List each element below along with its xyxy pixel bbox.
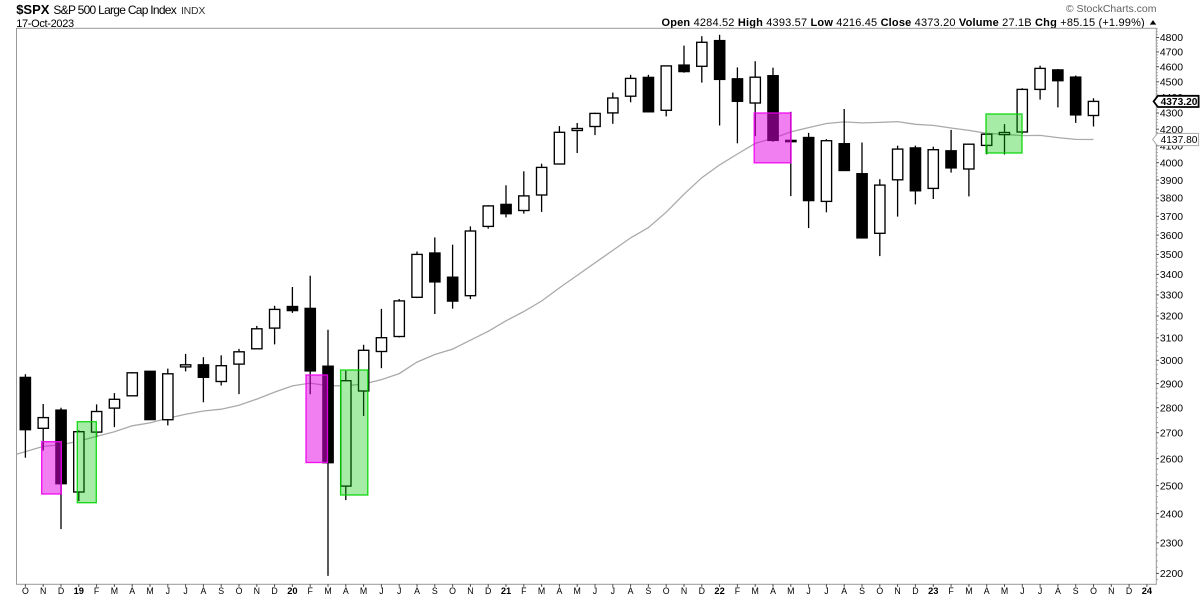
svg-text:A: A [984,586,990,596]
svg-text:S: S [432,586,438,596]
svg-text:J: J [1038,586,1042,596]
svg-text:S: S [218,586,224,596]
svg-text:21: 21 [501,586,511,596]
svg-text:20: 20 [287,586,297,596]
svg-text:D: D [271,586,277,596]
svg-text:M: M [965,586,972,596]
svg-text:2500: 2500 [1160,481,1183,492]
svg-text:A: A [770,586,776,596]
svg-text:3700: 3700 [1160,212,1183,223]
svg-text:J: J [166,586,170,596]
svg-text:J: J [183,586,187,596]
svg-text:3300: 3300 [1160,291,1183,302]
svg-text:2300: 2300 [1160,539,1183,550]
svg-text:M: M [1001,586,1008,596]
svg-text:J: J [379,586,383,596]
svg-text:24: 24 [1142,586,1153,596]
svg-text:N: N [894,586,900,596]
svg-text:INDX: INDX [181,5,205,17]
svg-text:4100: 4100 [1160,142,1183,153]
svg-text:J: J [806,586,810,596]
svg-text:A: A [1055,586,1061,596]
svg-text:M: M [324,586,331,596]
svg-text:O: O [449,586,456,596]
svg-text:A: A [414,586,420,596]
svg-text:4137.80: 4137.80 [1161,135,1198,146]
svg-text:3200: 3200 [1160,312,1183,323]
svg-text:J: J [824,586,828,596]
svg-text:J: J [1020,586,1024,596]
svg-text:D: D [912,586,918,596]
svg-text:A: A [200,586,206,596]
svg-text:J: J [593,586,597,596]
svg-text:2600: 2600 [1160,454,1183,465]
svg-text:N: N [40,586,46,596]
svg-text:S&P 500 Large Cap Index: S&P 500 Large Cap Index [53,3,176,17]
svg-text:M: M [360,586,367,596]
svg-text:F: F [735,586,741,596]
svg-text:F: F [521,586,527,596]
svg-text:O: O [236,586,243,596]
svg-text:A: A [841,586,847,596]
svg-text:J: J [397,586,401,596]
svg-text:19: 19 [74,586,84,596]
svg-text:F: F [948,586,954,596]
svg-text:17-Oct-2023: 17-Oct-2023 [16,18,74,30]
svg-text:A: A [343,586,349,596]
svg-text:S: S [1073,586,1079,596]
svg-text:F: F [94,586,100,596]
svg-text:3600: 3600 [1160,231,1183,242]
svg-text:S: S [645,586,651,596]
svg-text:4600: 4600 [1160,62,1183,73]
svg-text:4300: 4300 [1160,109,1183,120]
svg-text:3900: 3900 [1160,176,1183,187]
svg-text:3000: 3000 [1160,356,1183,367]
svg-text:23: 23 [928,586,938,596]
svg-text:22: 22 [714,586,724,596]
svg-text:3400: 3400 [1160,270,1183,281]
svg-text:© StockCharts.com: © StockCharts.com [1066,3,1157,15]
svg-text:4800: 4800 [1160,33,1183,44]
svg-text:4700: 4700 [1160,48,1183,59]
svg-text:4500: 4500 [1160,78,1183,89]
svg-text:2800: 2800 [1160,403,1183,414]
svg-text:2700: 2700 [1160,428,1183,439]
svg-text:N: N [681,586,687,596]
svg-text:3100: 3100 [1160,334,1183,345]
svg-text:3500: 3500 [1160,250,1183,261]
svg-text:A: A [129,586,135,596]
svg-text:M: M [787,586,794,596]
svg-text:A: A [628,586,634,596]
svg-text:O: O [663,586,670,596]
svg-text:2400: 2400 [1160,509,1183,520]
svg-text:D: D [1126,586,1132,596]
svg-text:4373.20: 4373.20 [1161,97,1198,108]
svg-text:N: N [467,586,473,596]
svg-text:S: S [859,586,865,596]
svg-text:J: J [611,586,615,596]
svg-text:3800: 3800 [1160,194,1183,205]
svg-text:O: O [22,586,29,596]
svg-text:N: N [1108,586,1114,596]
svg-text:2900: 2900 [1160,379,1183,390]
svg-text:O: O [876,586,883,596]
svg-text:F: F [308,586,314,596]
svg-text:M: M [574,586,581,596]
svg-text:D: D [485,586,491,596]
svg-text:M: M [111,586,118,596]
svg-text:$SPX: $SPX [16,2,50,17]
svg-text:D: D [58,586,64,596]
svg-text:N: N [254,586,260,596]
svg-text:Open 4284.52 High 4393.57 Low: Open 4284.52 High 4393.57 Low 4216.45 Cl… [662,17,1145,29]
svg-text:M: M [538,586,545,596]
svg-text:A: A [556,586,562,596]
svg-text:O: O [1090,586,1097,596]
svg-text:D: D [699,586,705,596]
svg-text:M: M [752,586,759,596]
svg-text:4000: 4000 [1160,158,1183,169]
svg-text:4200: 4200 [1160,125,1183,136]
svg-text:2200: 2200 [1160,569,1183,580]
svg-text:M: M [146,586,153,596]
